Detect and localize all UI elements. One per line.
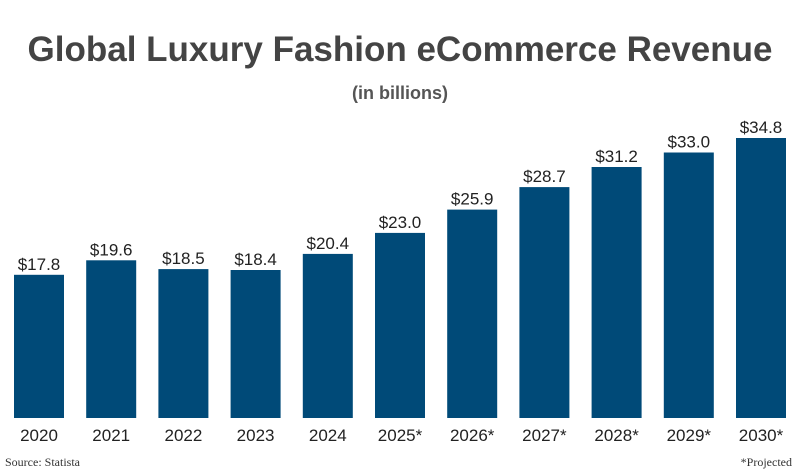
x-tick-label: 2023 [237,426,275,445]
bar-2021 [86,260,137,418]
bar-2029 [663,152,714,418]
x-tick-label: 2027* [522,426,567,445]
bar-2030 [736,138,786,418]
x-tick-label: 2030* [739,426,784,445]
bar-2025 [375,232,425,418]
data-label: $31.2 [595,147,638,166]
bar-2024 [302,253,353,418]
bar-2020 [14,274,64,418]
x-tick-label: 2026* [450,426,495,445]
bar-2028 [591,167,642,418]
data-label: $34.8 [740,118,783,137]
chart-title: Global Luxury Fashion eCommerce Revenue [27,30,773,69]
x-tick-label: 2022 [164,426,202,445]
data-label: $18.5 [162,249,205,268]
x-tick-label: 2028* [594,426,639,445]
data-label: $18.4 [234,250,277,269]
x-tick-label: 2020 [20,426,58,445]
bar-2027 [519,187,570,418]
source-note: Source: Statista [5,455,80,469]
chart-subtitle: (in billions) [352,83,448,103]
x-tick-label: 2021 [92,426,130,445]
x-tick-label: 2025* [378,426,423,445]
x-tick-label: 2029* [667,426,712,445]
data-label: $28.7 [523,167,566,186]
data-label: $33.0 [668,133,711,152]
x-tick-label: 2024 [309,426,347,445]
bar-2023 [230,270,281,418]
data-label: $20.4 [307,234,350,253]
bar-2026 [447,209,498,418]
data-label: $25.9 [451,190,494,209]
data-label: $23.0 [379,213,422,232]
data-label: $17.8 [18,255,61,274]
data-label: $19.6 [90,240,133,259]
projected-note: *Projected [740,455,792,469]
bar-2022 [158,269,209,418]
